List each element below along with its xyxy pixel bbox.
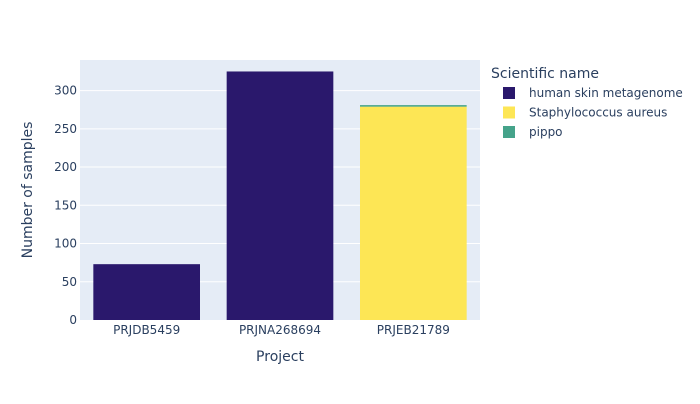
y-axis-title: Number of samples bbox=[20, 122, 36, 259]
bar-segment bbox=[93, 264, 200, 320]
legend-swatch bbox=[503, 106, 515, 119]
legend-label: human skin metagenome bbox=[529, 86, 683, 100]
bar-segment bbox=[360, 105, 467, 107]
bar-segment bbox=[360, 106, 467, 320]
x-tick-label: PRJNA268694 bbox=[239, 323, 321, 337]
legend-label: pippo bbox=[529, 125, 563, 139]
legend-items: human skin metagenome Staphylococcus aure… bbox=[503, 86, 683, 139]
x-tick-label: PRJEB21789 bbox=[377, 323, 450, 337]
x-axis-ticks: PRJDB5459 PRJNA268694 PRJEB21789 bbox=[113, 323, 450, 337]
x-tick-label: PRJDB5459 bbox=[113, 323, 180, 337]
bars bbox=[93, 71, 467, 321]
y-tick-label: 50 bbox=[62, 275, 77, 289]
y-tick-label: 200 bbox=[54, 160, 77, 174]
y-tick-label: 0 bbox=[69, 313, 77, 327]
bar-segment bbox=[226, 71, 334, 321]
y-tick-label: 250 bbox=[54, 122, 77, 136]
legend: Scientific name human skin metagenome Sta… bbox=[491, 66, 683, 139]
legend-label: Staphylococcus aureus bbox=[529, 106, 667, 120]
y-tick-label: 100 bbox=[54, 237, 77, 251]
y-tick-label: 300 bbox=[54, 84, 77, 98]
y-axis-ticks: 0 50 100 150 200 250 300 bbox=[54, 84, 77, 327]
y-tick-label: 150 bbox=[54, 198, 77, 212]
legend-title: Scientific name bbox=[491, 66, 599, 82]
x-axis-title: Project bbox=[256, 349, 304, 365]
legend-swatch bbox=[503, 126, 515, 138]
legend-swatch bbox=[503, 87, 515, 99]
